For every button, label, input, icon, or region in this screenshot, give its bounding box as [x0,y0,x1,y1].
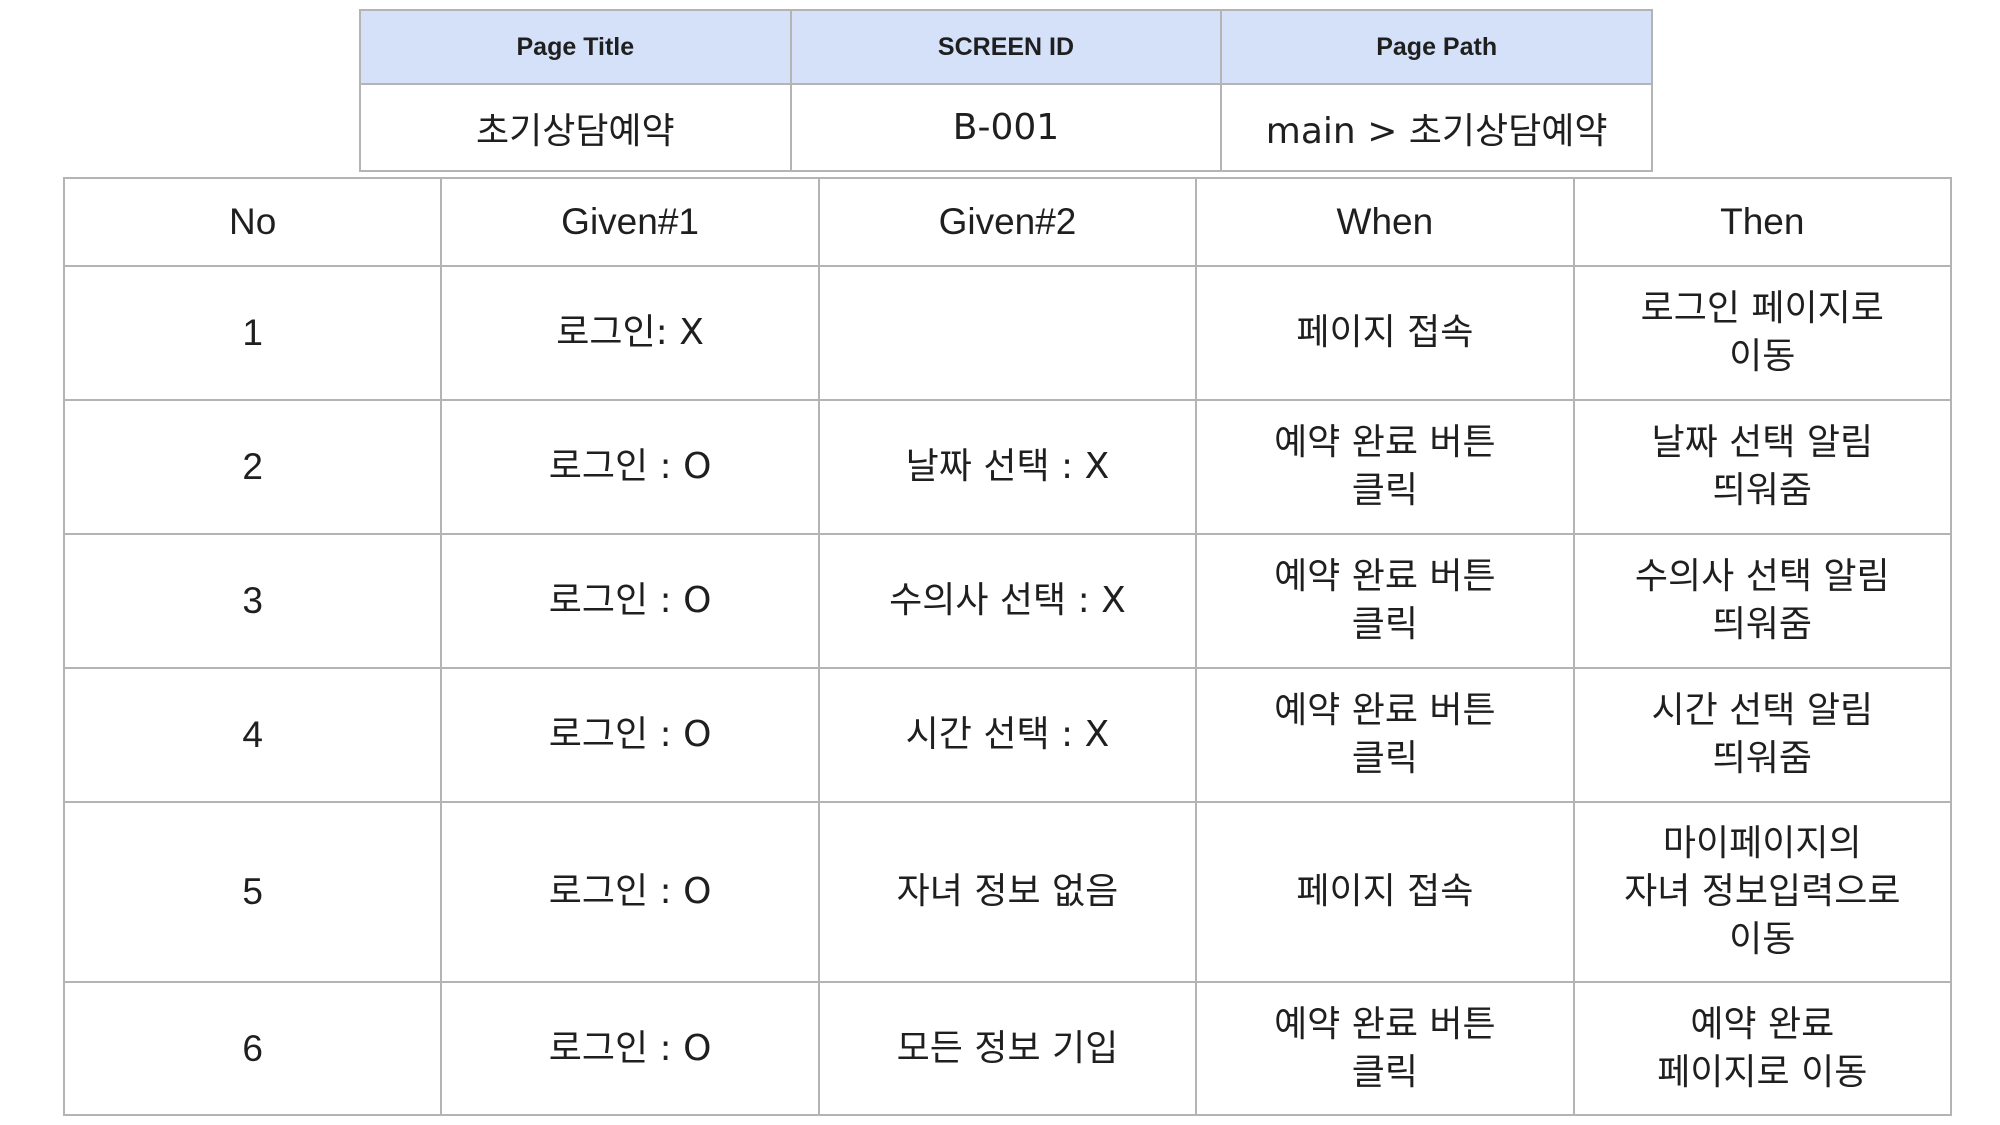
scenario-header-row: No Given#1 Given#2 When Then [62,177,1953,267]
table-row: 2 로그인 : O 날짜 선택 : X 예약 완료 버튼 클릭 날짜 선택 알림… [62,399,1953,535]
row-when: 예약 완료 버튼 클릭 [1195,533,1575,669]
page-path-value: main > 초기상담예약 [1220,83,1653,172]
row-then: 수의사 선택 알림 띄워줌 [1572,533,1953,669]
row-given-1: 로그인 : O [440,399,820,535]
meta-header-row: Page Title SCREEN ID Page Path [359,9,1653,85]
row-no: 2 [62,399,443,535]
row-no: 4 [62,667,443,803]
row-then: 예약 완료 페이지로 이동 [1572,981,1953,1116]
table-row: 6 로그인 : O 모든 정보 기입 예약 완료 버튼 클릭 예약 완료 페이지… [62,981,1953,1116]
row-given-1: 로그인 : O [440,533,820,669]
header-given-1: Given#1 [440,177,820,267]
row-given-1: 로그인: X [440,265,820,401]
table-row: 4 로그인 : O 시간 선택 : X 예약 완료 버튼 클릭 시간 선택 알림… [62,667,1953,803]
row-when: 페이지 접속 [1195,265,1575,401]
meta-value-row: 초기상담예약 B-001 main > 초기상담예약 [359,83,1653,172]
row-then: 날짜 선택 알림 띄워줌 [1572,399,1953,535]
header-when: When [1195,177,1575,267]
row-given-2: 모든 정보 기입 [817,981,1198,1116]
row-no: 3 [62,533,443,669]
row-given-2: 날짜 선택 : X [817,399,1198,535]
scenario-table: No Given#1 Given#2 When Then 1 로그인: X 페이… [62,177,1953,1116]
table-row: 1 로그인: X 페이지 접속 로그인 페이지로 이동 [62,265,1953,401]
page-meta-table: Page Title SCREEN ID Page Path 초기상담예약 B-… [359,9,1653,172]
screen-id-value: B-001 [789,83,1223,172]
row-given-2: 시간 선택 : X [817,667,1198,803]
row-no: 1 [62,265,443,401]
page-title-value: 초기상담예약 [359,83,792,172]
table-row: 5 로그인 : O 자녀 정보 없음 페이지 접속 마이페이지의 자녀 정보입력… [62,801,1953,983]
row-given-1: 로그인 : O [440,981,820,1116]
row-no: 5 [62,801,443,983]
row-given-1: 로그인 : O [440,801,820,983]
header-given-2: Given#2 [817,177,1198,267]
row-given-1: 로그인 : O [440,667,820,803]
row-then: 마이페이지의 자녀 정보입력으로 이동 [1572,801,1953,983]
meta-header-page-path: Page Path [1220,9,1653,85]
table-row: 3 로그인 : O 수의사 선택 : X 예약 완료 버튼 클릭 수의사 선택 … [62,533,1953,669]
row-no: 6 [62,981,443,1116]
header-no: No [62,177,443,267]
row-given-2: 자녀 정보 없음 [817,801,1198,983]
row-when: 예약 완료 버튼 클릭 [1195,399,1575,535]
header-then: Then [1572,177,1953,267]
row-when: 예약 완료 버튼 클릭 [1195,981,1575,1116]
row-when: 예약 완료 버튼 클릭 [1195,667,1575,803]
meta-header-screen-id: SCREEN ID [789,9,1223,85]
row-given-2 [817,265,1198,401]
row-when: 페이지 접속 [1195,801,1575,983]
meta-header-page-title: Page Title [359,9,792,85]
row-then: 시간 선택 알림 띄워줌 [1572,667,1953,803]
row-then: 로그인 페이지로 이동 [1572,265,1953,401]
row-given-2: 수의사 선택 : X [817,533,1198,669]
